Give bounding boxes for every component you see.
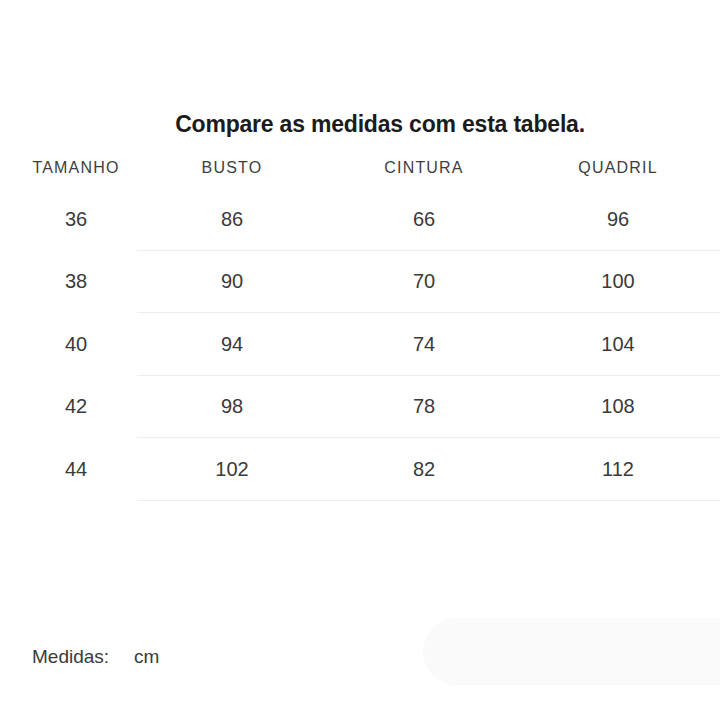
measurements-unit: cm <box>134 646 159 667</box>
table-row: 38 90 70 100 <box>0 251 720 314</box>
cell-cintura: 66 <box>312 208 536 231</box>
column-header-cintura: CINTURA <box>312 159 536 177</box>
cell-size: 38 <box>0 270 152 293</box>
cell-size: 40 <box>0 333 152 356</box>
cell-quadril: 108 <box>536 395 700 418</box>
table-header-row: TAMANHO BUSTO CINTURA QUADRIL <box>0 148 720 188</box>
cell-cintura: 78 <box>312 395 536 418</box>
cell-size: 36 <box>0 208 152 231</box>
table-row: 44 102 82 112 <box>0 438 720 501</box>
table-row: 40 94 74 104 <box>0 313 720 376</box>
cell-busto: 102 <box>152 458 312 481</box>
cell-cintura: 82 <box>312 458 536 481</box>
cell-size: 42 <box>0 395 152 418</box>
column-header-tamanho: TAMANHO <box>0 159 152 177</box>
page-title: Compare as medidas com esta tabela. <box>40 111 720 137</box>
cell-quadril: 104 <box>536 333 700 356</box>
measurements-footer: Medidas: cm <box>32 646 159 668</box>
cell-busto: 94 <box>152 333 312 356</box>
column-header-quadril: QUADRIL <box>536 159 700 177</box>
cell-busto: 98 <box>152 395 312 418</box>
table-row: 36 86 66 96 <box>0 188 720 251</box>
measurements-label: Medidas: <box>32 646 109 667</box>
cell-cintura: 74 <box>312 333 536 356</box>
cell-busto: 86 <box>152 208 312 231</box>
size-guide-page: Compare as medidas com esta tabela. TAMA… <box>0 0 720 701</box>
column-header-busto: BUSTO <box>152 159 312 177</box>
table-row: 42 98 78 108 <box>0 376 720 439</box>
bottom-right-pill-shape <box>423 618 720 685</box>
cell-quadril: 112 <box>536 458 700 481</box>
cell-busto: 90 <box>152 270 312 293</box>
cell-size: 44 <box>0 458 152 481</box>
cell-quadril: 100 <box>536 270 700 293</box>
size-table: TAMANHO BUSTO CINTURA QUADRIL 36 86 66 9… <box>0 148 720 501</box>
cell-cintura: 70 <box>312 270 536 293</box>
cell-quadril: 96 <box>536 208 700 231</box>
